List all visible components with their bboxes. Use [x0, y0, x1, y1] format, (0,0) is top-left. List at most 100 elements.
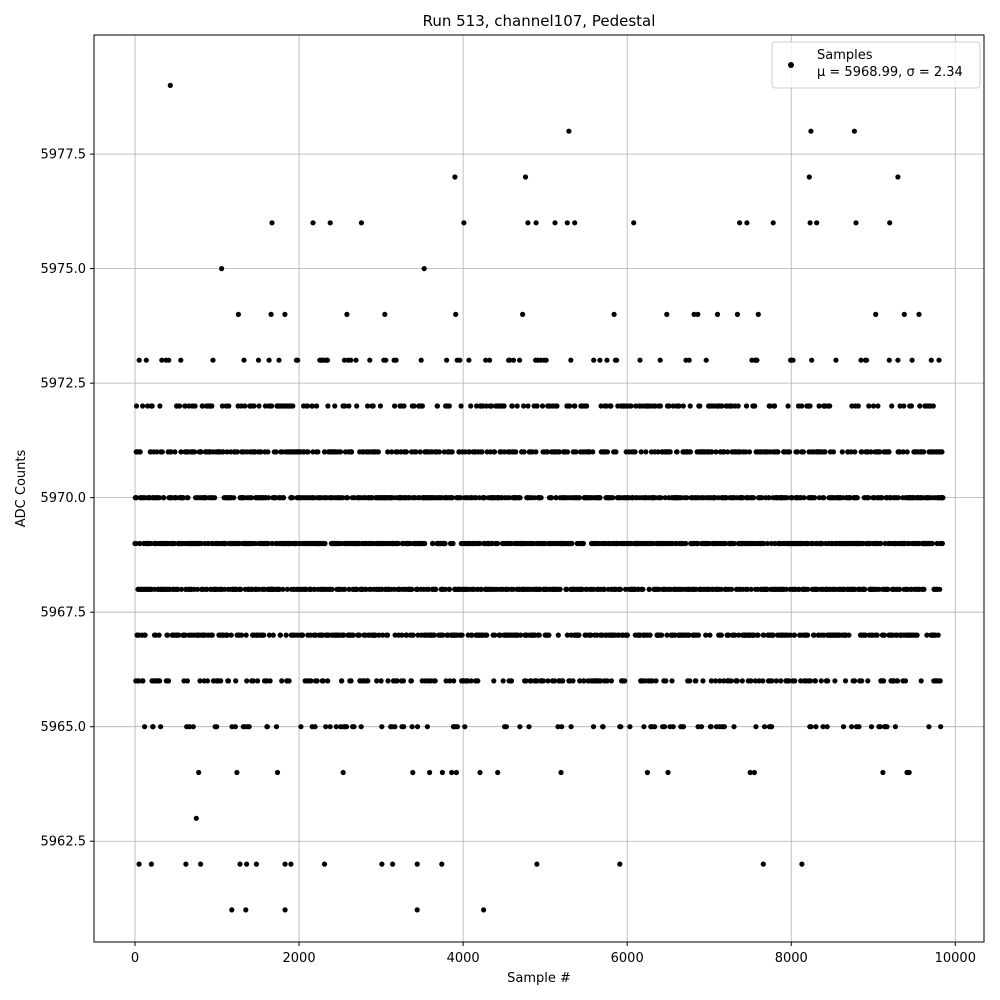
data-point	[735, 403, 741, 409]
data-point	[427, 769, 433, 776]
data-point	[237, 861, 243, 867]
data-point	[277, 632, 283, 638]
data-point	[601, 586, 607, 592]
data-point	[703, 632, 709, 638]
data-point	[300, 632, 306, 638]
data-point	[859, 449, 865, 455]
data-point	[377, 403, 383, 409]
data-point	[494, 540, 501, 547]
data-point	[718, 586, 724, 592]
data-point	[895, 174, 901, 180]
data-point	[497, 632, 503, 638]
data-point	[766, 495, 772, 501]
data-point	[248, 495, 254, 501]
data-point	[604, 449, 611, 455]
data-point	[265, 449, 271, 455]
data-point	[503, 724, 509, 730]
data-point	[400, 678, 407, 684]
data-point	[184, 678, 190, 684]
data-point	[466, 357, 472, 363]
data-point	[670, 724, 676, 730]
data-point	[266, 495, 272, 501]
data-point	[479, 449, 485, 455]
data-point	[719, 403, 725, 409]
data-point	[150, 724, 156, 730]
data-point	[458, 495, 464, 501]
data-point	[546, 632, 552, 638]
data-point	[751, 495, 757, 501]
data-point	[865, 678, 871, 684]
data-point	[930, 403, 936, 409]
data-point	[725, 449, 731, 455]
data-point	[461, 220, 467, 226]
data-point	[253, 861, 259, 867]
data-point	[686, 632, 692, 638]
data-point	[234, 769, 240, 776]
data-point	[192, 403, 198, 409]
data-point	[327, 724, 333, 730]
data-point	[805, 632, 811, 638]
data-point	[789, 495, 795, 501]
data-point	[597, 357, 603, 363]
x-tick-label: 2000	[283, 951, 316, 966]
data-point	[897, 403, 903, 409]
data-point	[521, 449, 527, 455]
data-point	[243, 907, 249, 913]
data-point	[273, 449, 279, 455]
data-point	[864, 357, 870, 363]
data-point	[936, 357, 942, 363]
data-point	[401, 724, 407, 730]
data-point	[830, 449, 837, 455]
data-point	[256, 403, 262, 409]
data-point	[161, 495, 167, 501]
data-point	[849, 403, 855, 409]
data-point	[918, 678, 924, 684]
axis-ticks: 0 2000 4000 6000 8000 10000 5962.5 5965.0 5967.5…	[41, 148, 976, 966]
data-point	[315, 449, 321, 455]
data-point	[134, 495, 140, 501]
data-point	[210, 357, 216, 363]
data-point	[457, 357, 463, 363]
legend: Samples μ = 5968.99, σ = 2.34	[771, 41, 981, 89]
data-point	[164, 632, 171, 638]
data-point	[873, 311, 879, 317]
data-point	[449, 495, 456, 501]
data-point	[728, 586, 735, 592]
data-point	[643, 449, 649, 455]
data-point	[799, 403, 805, 409]
data-point	[518, 632, 524, 638]
data-point	[409, 724, 415, 730]
data-point	[591, 357, 597, 363]
data-point	[614, 357, 620, 363]
data-point	[611, 311, 617, 317]
data-point	[608, 403, 614, 409]
data-point	[937, 586, 943, 592]
data-point	[881, 678, 887, 684]
data-point	[442, 586, 448, 592]
data-point	[552, 678, 558, 684]
data-point	[414, 724, 421, 730]
data-point	[714, 311, 721, 317]
data-point	[628, 403, 634, 409]
data-point	[265, 540, 271, 547]
data-point	[748, 586, 754, 592]
data-point	[786, 678, 792, 684]
data-point	[462, 724, 468, 730]
data-point	[814, 220, 820, 226]
data-point	[590, 724, 597, 730]
data-point	[446, 403, 452, 409]
data-point	[839, 449, 845, 455]
data-point	[251, 403, 257, 409]
data-point	[337, 449, 344, 455]
data-point	[200, 403, 206, 409]
data-point	[825, 678, 831, 684]
data-point	[822, 449, 828, 455]
y-tick-label: 5962.5	[41, 835, 87, 850]
data-point	[414, 861, 420, 867]
data-point	[902, 678, 909, 684]
data-point	[732, 632, 738, 638]
data-point	[751, 769, 758, 776]
data-point	[348, 357, 354, 363]
data-point	[269, 403, 275, 409]
data-point	[325, 678, 331, 684]
